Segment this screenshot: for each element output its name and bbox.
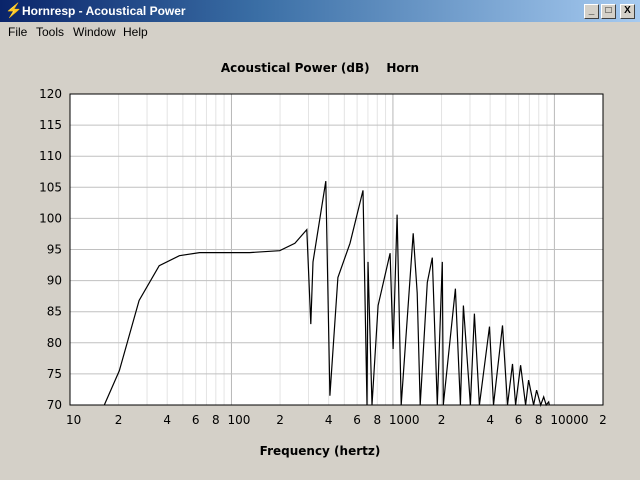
y-tick-label: 100 <box>39 211 62 225</box>
plot-border <box>69 93 604 406</box>
x-tick-label: 100 <box>227 413 250 427</box>
x-tick-label: 4 <box>325 413 333 427</box>
x-tick-label: 2 <box>276 413 284 427</box>
x-tick-label: 2 <box>438 413 446 427</box>
lightning-bolt-icon: ⚡ <box>5 2 23 18</box>
close-button[interactable]: X <box>620 4 635 19</box>
x-tick-label: 8 <box>373 413 381 427</box>
maximize-button[interactable]: □ <box>601 4 616 19</box>
y-tick-label: 70 <box>47 398 62 412</box>
menu-bar: File Tools Window Help <box>0 22 640 41</box>
x-tick-label: 6 <box>192 413 200 427</box>
y-tick-label: 110 <box>39 149 62 163</box>
menu-window[interactable]: Window <box>73 25 116 39</box>
y-tick-label: 105 <box>39 180 62 194</box>
y-tick-label: 75 <box>47 367 62 381</box>
y-tick-label: 90 <box>47 274 62 288</box>
y-tick-label: 115 <box>39 118 62 132</box>
window-title: Hornresp - Acoustical Power <box>22 4 186 18</box>
x-tick-label: 4 <box>163 413 171 427</box>
x-tick-label: 6 <box>515 413 523 427</box>
title-bar: ⚡ Hornresp - Acoustical Power _ □ X <box>0 0 640 22</box>
x-tick-label: 1000 <box>389 413 420 427</box>
x-tick-label: 10000 <box>550 413 588 427</box>
chart-title: Acoustical Power (dB) Horn <box>221 61 419 75</box>
y-tick-label: 80 <box>47 336 62 350</box>
menu-tools[interactable]: Tools <box>36 25 65 39</box>
y-tick-label: 85 <box>47 305 62 319</box>
minimize-button[interactable]: _ <box>584 4 599 19</box>
menu-file[interactable]: File <box>8 25 28 39</box>
menu-help[interactable]: Help <box>123 25 148 39</box>
x-tick-label: 8 <box>535 413 543 427</box>
y-tick-label: 95 <box>47 243 62 257</box>
x-tick-label: 4 <box>486 413 494 427</box>
x-tick-label: 2 <box>599 413 607 427</box>
x-tick-label: 8 <box>212 413 220 427</box>
y-tick-label: 120 <box>39 87 62 101</box>
x-tick-label: 6 <box>353 413 361 427</box>
x-axis-label: Frequency (hertz) <box>260 444 381 458</box>
x-tick-label: 10 <box>66 413 81 427</box>
x-tick-label: 2 <box>115 413 123 427</box>
